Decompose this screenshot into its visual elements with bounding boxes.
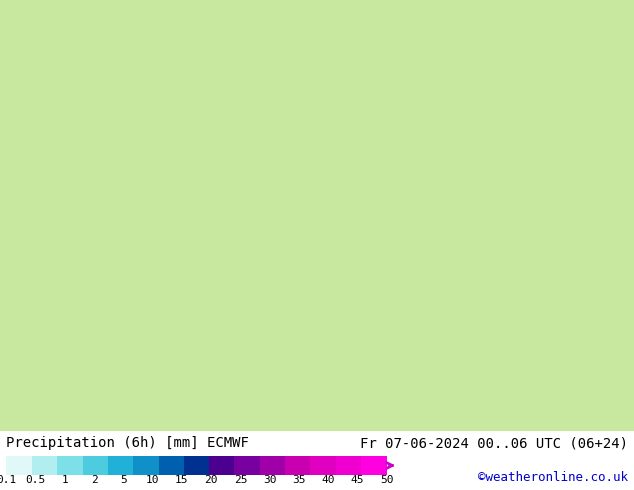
- Text: 40: 40: [321, 475, 335, 485]
- Text: 35: 35: [292, 475, 306, 485]
- Text: 30: 30: [263, 475, 276, 485]
- Text: 0.5: 0.5: [25, 475, 46, 485]
- Text: 20: 20: [204, 475, 218, 485]
- Text: Fr 07-06-2024 00..06 UTC (06+24): Fr 07-06-2024 00..06 UTC (06+24): [359, 437, 628, 450]
- Text: ©weatheronline.co.uk: ©weatheronline.co.uk: [477, 471, 628, 484]
- Text: 10: 10: [146, 475, 159, 485]
- Text: Precipitation (6h) [mm] ECMWF: Precipitation (6h) [mm] ECMWF: [6, 437, 249, 450]
- Text: 0.1: 0.1: [0, 475, 16, 485]
- Text: 1: 1: [61, 475, 68, 485]
- Text: 15: 15: [175, 475, 189, 485]
- Text: 5: 5: [120, 475, 127, 485]
- Text: 45: 45: [351, 475, 364, 485]
- Text: 25: 25: [234, 475, 247, 485]
- Text: 50: 50: [380, 475, 394, 485]
- Text: 2: 2: [91, 475, 98, 485]
